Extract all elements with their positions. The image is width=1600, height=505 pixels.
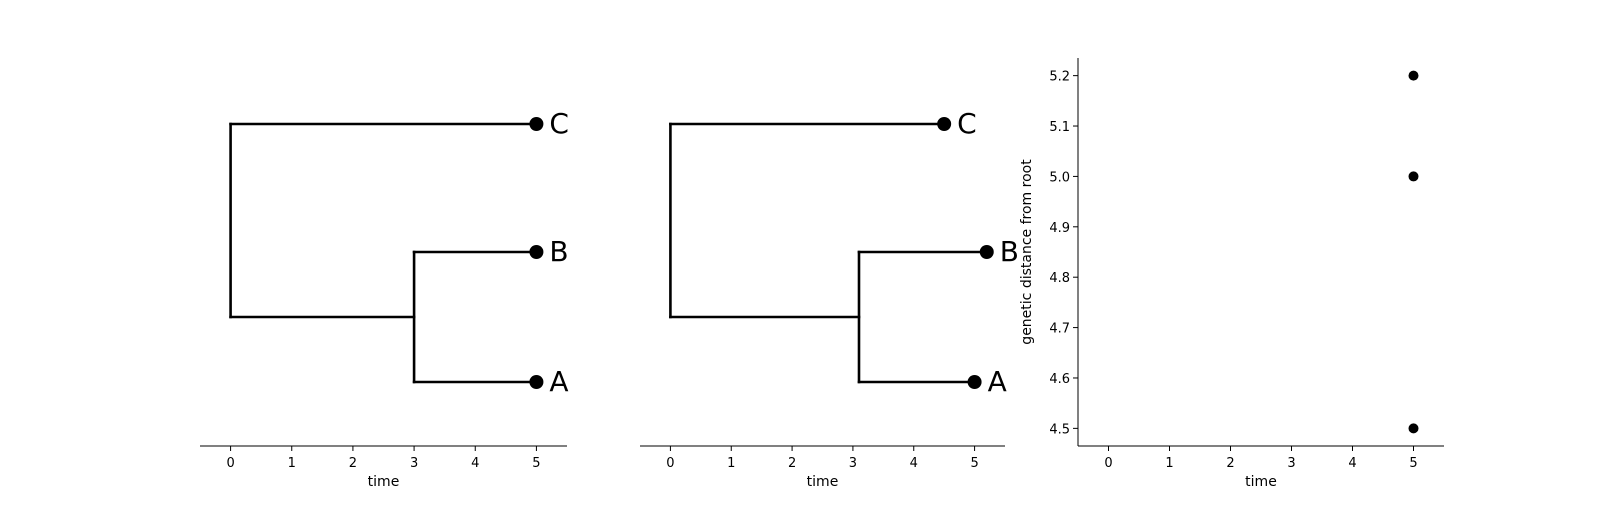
tip-label-C: C [549, 107, 569, 140]
x-tick-label: 2 [788, 456, 796, 471]
tree-panel-left: C B A 0 1 2 3 4 5 time [200, 107, 569, 490]
tip-label-B: B [1000, 235, 1019, 268]
x-axis-label: time [807, 474, 839, 490]
x-tick-label: 3 [1287, 456, 1295, 471]
y-tick-label: 5.2 [1049, 70, 1070, 85]
y-tick-label: 4.8 [1049, 271, 1070, 286]
x-tick-label: 4 [471, 456, 479, 471]
x-tick-label: 0 [1104, 456, 1112, 471]
scatter-panel-right: 4.5 4.6 4.7 4.8 4.9 5.0 5.1 5.2 genetic distance… [1019, 58, 1444, 490]
y-tick-label: 4.6 [1049, 372, 1070, 387]
tip-label-C: C [957, 107, 977, 140]
x-axis-label: time [1245, 474, 1277, 490]
x-axis-label: time [368, 474, 400, 490]
y-tick-label: 5.0 [1049, 170, 1070, 185]
scatter-point [1408, 423, 1419, 434]
x-tick-label: 5 [970, 456, 978, 471]
x-tick-label: 1 [1165, 456, 1173, 471]
x-tick-label: 0 [226, 456, 234, 471]
y-tick-label: 4.5 [1049, 422, 1070, 437]
tip-label-A: A [549, 365, 568, 398]
scatter-point [1408, 70, 1419, 81]
tip-label-B: B [549, 235, 568, 268]
x-tick-label: 5 [532, 456, 540, 471]
x-tick-label: 2 [349, 456, 357, 471]
x-tick-label: 3 [410, 456, 418, 471]
y-tick-label: 4.9 [1049, 221, 1070, 236]
tip-marker-C [529, 117, 544, 131]
y-axis-label: genetic distance from root [1019, 159, 1035, 345]
tip-marker-C [937, 117, 952, 131]
x-tick-label: 2 [1226, 456, 1234, 471]
scatter-point [1408, 171, 1419, 182]
tip-marker-B [529, 245, 544, 259]
y-tick-label: 5.1 [1049, 120, 1070, 135]
x-tick-label: 1 [727, 456, 735, 471]
tree-panel-middle: C B A 0 1 2 3 4 5 time [640, 107, 1019, 490]
x-tick-label: 1 [288, 456, 296, 471]
tip-marker-A [967, 375, 982, 389]
tip-label-A: A [988, 365, 1007, 398]
x-tick-label: 4 [1348, 456, 1356, 471]
x-tick-label: 4 [910, 456, 918, 471]
tip-marker-A [529, 375, 544, 389]
x-tick-label: 0 [666, 456, 674, 471]
tip-marker-B [979, 245, 994, 259]
y-tick-label: 4.7 [1049, 322, 1070, 337]
x-tick-label: 3 [849, 456, 857, 471]
x-tick-label: 5 [1409, 456, 1417, 471]
